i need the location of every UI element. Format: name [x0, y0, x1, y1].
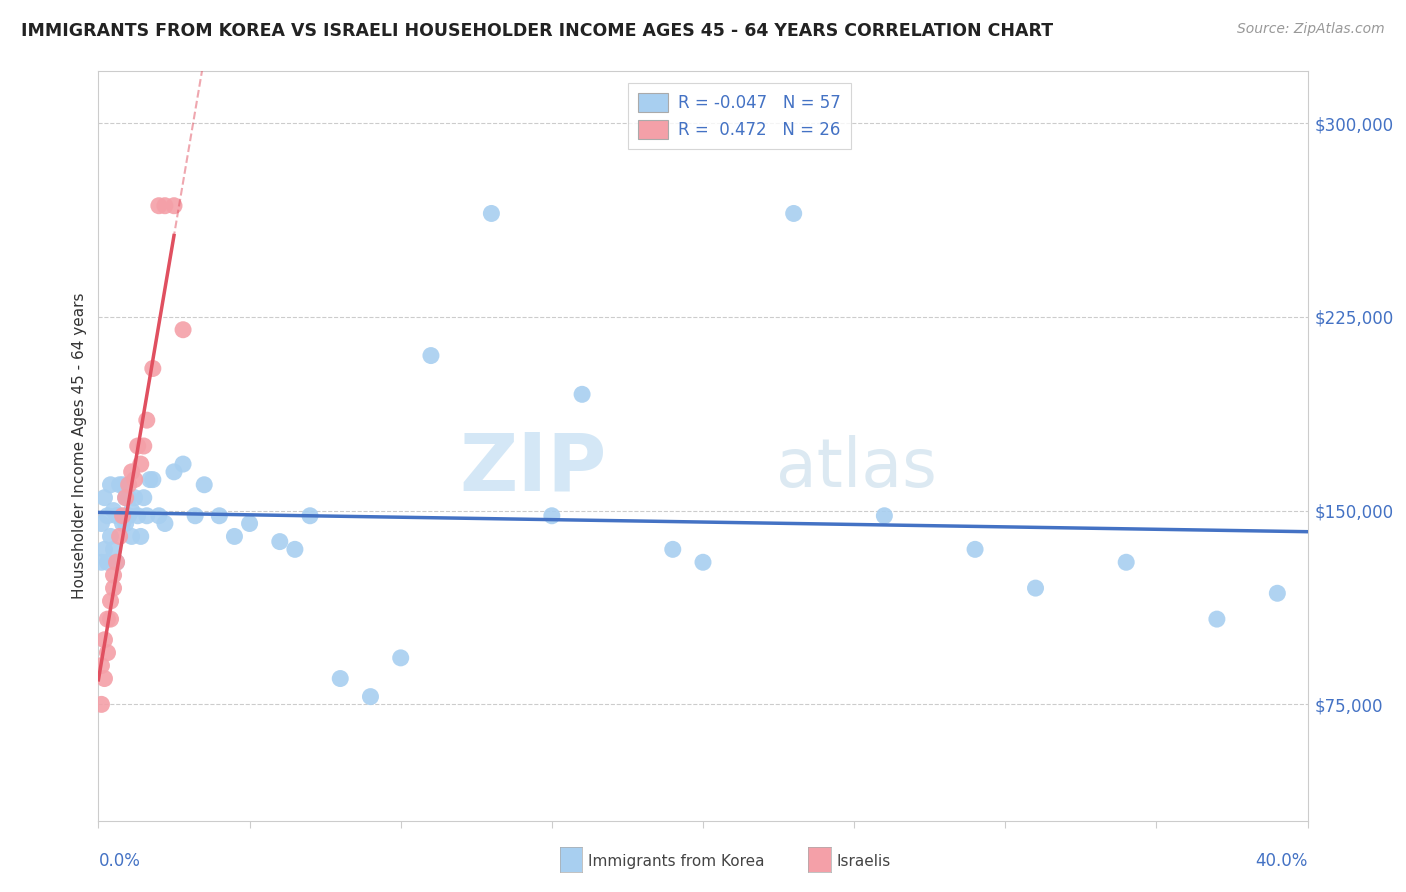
Text: 40.0%: 40.0%	[1256, 852, 1308, 870]
Point	[142, 361, 165, 376]
Text: Source: ZipAtlas.com: Source: ZipAtlas.com	[1237, 22, 1385, 37]
Point	[114, 516, 136, 531]
Point	[153, 199, 176, 213]
Point	[103, 581, 125, 595]
Point	[90, 658, 112, 673]
Point	[118, 508, 141, 523]
Point	[105, 555, 128, 569]
Point	[90, 698, 112, 712]
Point	[100, 477, 122, 491]
Point	[239, 516, 262, 531]
Point	[103, 503, 125, 517]
Point	[783, 206, 806, 220]
Point	[111, 516, 134, 531]
Point	[90, 516, 112, 531]
Point	[132, 491, 155, 505]
Point	[193, 477, 215, 491]
Point	[121, 529, 143, 543]
Point	[129, 529, 152, 543]
Point	[96, 508, 118, 523]
Point	[118, 491, 141, 505]
Point	[184, 508, 207, 523]
Point	[127, 439, 149, 453]
Point	[540, 508, 562, 523]
Point	[93, 672, 115, 686]
Point	[118, 477, 141, 491]
Point	[121, 503, 143, 517]
Point	[105, 555, 128, 569]
Point	[1206, 612, 1229, 626]
Y-axis label: Householder Income Ages 45 - 64 years: Householder Income Ages 45 - 64 years	[72, 293, 87, 599]
Point	[100, 594, 122, 608]
Point	[93, 632, 115, 647]
Point	[111, 508, 134, 523]
Point	[139, 473, 162, 487]
Point	[965, 542, 987, 557]
Point	[90, 555, 112, 569]
Point	[172, 457, 194, 471]
Point	[873, 508, 896, 523]
Point	[208, 508, 231, 523]
Point	[153, 516, 176, 531]
Point	[163, 465, 186, 479]
Point	[269, 534, 291, 549]
Point	[329, 672, 352, 686]
Point	[124, 491, 146, 505]
Point	[148, 508, 170, 523]
Point	[163, 199, 186, 213]
Point	[100, 612, 122, 626]
Point	[420, 349, 443, 363]
Point	[135, 413, 157, 427]
Point	[284, 542, 307, 557]
Point	[103, 542, 125, 557]
Legend: R = -0.047   N = 57, R =  0.472   N = 26: R = -0.047 N = 57, R = 0.472 N = 26	[628, 84, 851, 149]
Text: atlas: atlas	[776, 435, 936, 501]
Text: IMMIGRANTS FROM KOREA VS ISRAELI HOUSEHOLDER INCOME AGES 45 - 64 YEARS CORRELATI: IMMIGRANTS FROM KOREA VS ISRAELI HOUSEHO…	[21, 22, 1053, 40]
Point	[127, 508, 149, 523]
Point	[108, 477, 131, 491]
Point	[96, 612, 118, 626]
Point	[172, 323, 194, 337]
Point	[142, 473, 165, 487]
Text: ZIP: ZIP	[458, 429, 606, 508]
Point	[1115, 555, 1137, 569]
Point	[114, 491, 136, 505]
Text: Israelis: Israelis	[837, 855, 891, 869]
Text: 0.0%: 0.0%	[98, 852, 141, 870]
Point	[108, 508, 131, 523]
Point	[108, 529, 131, 543]
Point	[481, 206, 503, 220]
Point	[129, 457, 152, 471]
Point	[93, 542, 115, 557]
Point	[111, 477, 134, 491]
Point	[1267, 586, 1289, 600]
Point	[103, 568, 125, 582]
Point	[96, 555, 118, 569]
Point	[93, 491, 115, 505]
Point	[114, 491, 136, 505]
Point	[105, 508, 128, 523]
Point	[571, 387, 593, 401]
Point	[96, 646, 118, 660]
Point	[132, 439, 155, 453]
Point	[224, 529, 246, 543]
Point	[148, 199, 170, 213]
Point	[692, 555, 714, 569]
Point	[389, 651, 412, 665]
Point	[121, 465, 143, 479]
Point	[100, 529, 122, 543]
Point	[135, 508, 157, 523]
Point	[661, 542, 683, 557]
Text: Immigrants from Korea: Immigrants from Korea	[588, 855, 765, 869]
Point	[360, 690, 382, 704]
Point	[1024, 581, 1046, 595]
Point	[124, 473, 146, 487]
Point	[299, 508, 322, 523]
